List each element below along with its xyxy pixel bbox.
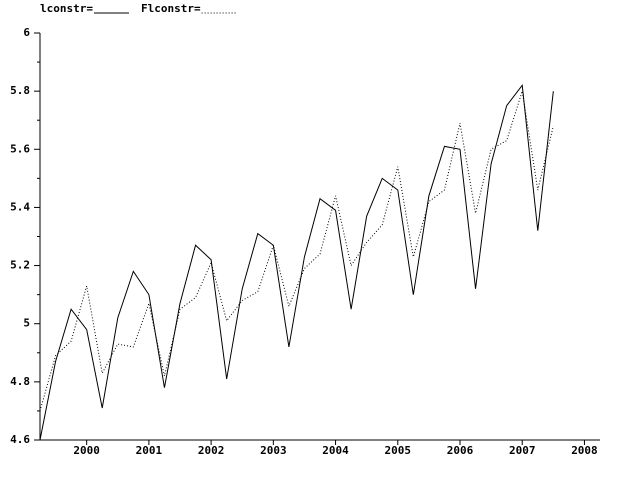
legend-label: Flconstr= bbox=[141, 2, 201, 15]
data-line bbox=[39, 84, 554, 441]
x-tick-label: 2007 bbox=[509, 444, 536, 457]
y-tick-label: 5.2 bbox=[10, 259, 30, 272]
x-tick-label: 2008 bbox=[571, 444, 598, 457]
data-line bbox=[39, 90, 554, 412]
y-tick-label: 6 bbox=[23, 26, 30, 39]
x-tick-label: 2004 bbox=[322, 444, 349, 457]
y-tick-label: 5.8 bbox=[10, 84, 30, 97]
y-tick-label: 5.6 bbox=[10, 142, 30, 155]
y-tick-label: 5.4 bbox=[10, 200, 30, 213]
legend-label: lconstr= bbox=[40, 2, 93, 15]
y-tick-label: 4.8 bbox=[10, 375, 30, 388]
x-tick-label: 2002 bbox=[198, 444, 225, 457]
x-tick-label: 2001 bbox=[136, 444, 163, 457]
x-tick-label: 2006 bbox=[447, 444, 474, 457]
x-tick-label: 2003 bbox=[260, 444, 287, 457]
y-tick-label: 5 bbox=[23, 317, 30, 330]
y-tick-label: 4.6 bbox=[10, 433, 30, 446]
x-tick-label: 2000 bbox=[73, 444, 100, 457]
x-tick-label: 2005 bbox=[385, 444, 412, 457]
